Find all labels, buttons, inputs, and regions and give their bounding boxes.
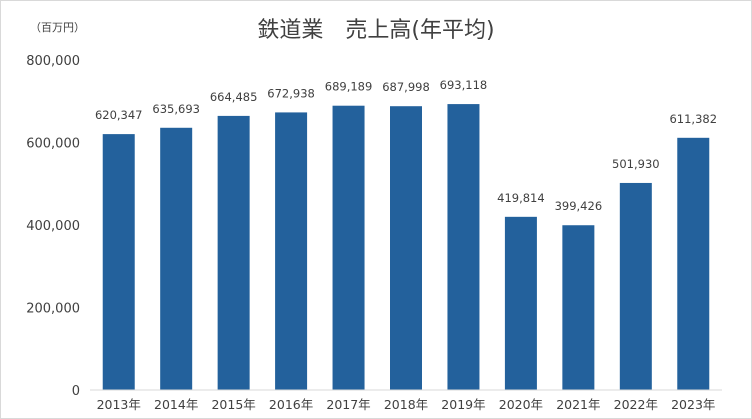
- bar-2016年: [275, 112, 308, 390]
- data-label: 501,930: [612, 157, 660, 171]
- bar-2021年: [562, 225, 595, 390]
- bar-2019年: [447, 104, 480, 391]
- y-tick-label: 400,000: [26, 219, 80, 234]
- data-label: 620,347: [95, 108, 143, 122]
- x-tick-label: 2013年: [97, 397, 141, 412]
- data-labels: 620,347 635,693 664,485 672,938 689,189 687,9…: [95, 78, 717, 213]
- x-tick-label: 2023年: [671, 397, 715, 412]
- x-tick-label: 2019年: [441, 397, 485, 412]
- bar-2023年: [677, 137, 710, 390]
- data-label: 419,814: [497, 191, 545, 205]
- data-label: 687,998: [382, 80, 430, 94]
- bar-2022年: [619, 182, 652, 390]
- data-label: 399,426: [555, 199, 603, 213]
- x-tick-label: 2014年: [154, 397, 198, 412]
- bars: [102, 104, 710, 391]
- x-tick-label: 2017年: [326, 397, 370, 412]
- bar-2015年: [217, 115, 250, 391]
- y-tick-label: 600,000: [26, 137, 80, 152]
- bar-2018年: [390, 106, 422, 390]
- data-label: 611,382: [669, 112, 717, 126]
- bar-2020年: [504, 216, 537, 390]
- x-tick-label: 2020年: [499, 397, 543, 412]
- x-tick-label: 2015年: [211, 397, 255, 412]
- x-tick-label: 2016年: [269, 397, 313, 412]
- x-tick-label: 2022年: [614, 397, 658, 412]
- data-label: 672,938: [267, 86, 315, 100]
- y-tick-label: 800,000: [26, 54, 80, 69]
- x-tick-label: 2018年: [384, 397, 428, 412]
- y-tick-label: 200,000: [26, 302, 80, 317]
- bar-2013年: [102, 134, 135, 390]
- data-label: 664,485: [210, 90, 258, 104]
- data-label: 693,118: [440, 78, 488, 92]
- data-label: 689,189: [325, 80, 373, 94]
- y-axis: 0 200,000 400,000 600,000 800,000: [26, 54, 80, 399]
- y-tick-label: 0: [72, 384, 80, 399]
- data-label: 635,693: [152, 102, 200, 116]
- x-axis: 2013年 2014年 2015年 2016年 2017年 2018年 2019年 2020年…: [90, 389, 722, 412]
- chart-title: 鉄道業 売上高(年平均): [257, 18, 494, 43]
- bar-2017年: [332, 105, 365, 390]
- x-tick-label: 2021年: [556, 397, 600, 412]
- bar-2014年: [160, 127, 193, 390]
- unit-label: （百万円）: [30, 21, 85, 34]
